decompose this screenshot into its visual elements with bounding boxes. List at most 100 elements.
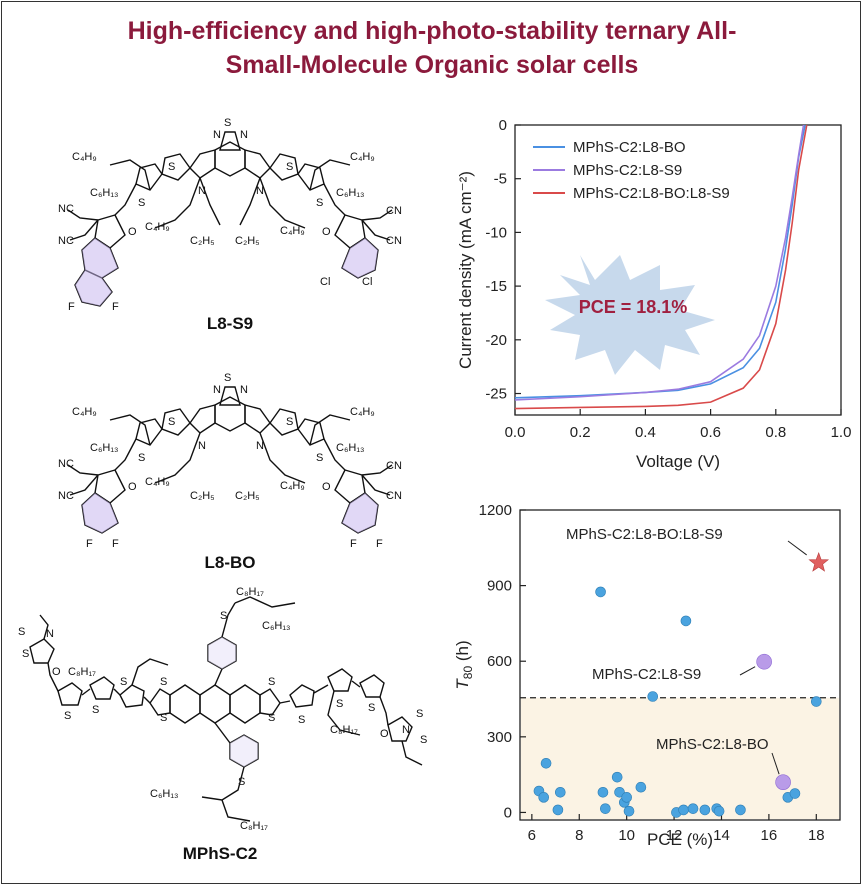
svg-text:S: S — [22, 648, 29, 660]
t80-ytick-label: 900 — [487, 578, 512, 595]
svg-text:S: S — [316, 197, 323, 209]
literature-point — [635, 781, 647, 793]
svg-text:NC: NC — [58, 235, 74, 247]
t80-ytick-label: 300 — [487, 729, 512, 746]
svg-text:Cl: Cl — [362, 276, 372, 288]
literature-point — [810, 696, 822, 707]
svg-text:N: N — [256, 185, 264, 197]
t80-ytick-label: 1200 — [479, 502, 512, 519]
svg-text:C₄H₉: C₄H₉ — [145, 476, 170, 488]
svg-text:CN: CN — [386, 205, 402, 217]
svg-text:C₄H₉: C₄H₉ — [350, 151, 375, 163]
jv-series-line — [514, 124, 808, 410]
svg-text:N: N — [198, 440, 206, 452]
jv-xtick-label: 0.8 — [765, 424, 786, 441]
jv-xtick-label: 0.0 — [505, 424, 526, 441]
svg-text:S: S — [168, 416, 175, 428]
jv-ytick-label: -5 — [494, 171, 507, 188]
t80-xtick-label: 8 — [575, 827, 583, 844]
svg-text:N: N — [198, 185, 206, 197]
l8bo-point-label: MPhS-C2:L8-BO — [656, 736, 769, 753]
svg-text:C₆H₁₃: C₆H₁₃ — [336, 187, 365, 199]
t80-ytick-label: 600 — [487, 653, 512, 670]
literature-point — [623, 805, 635, 817]
literature-point — [621, 792, 632, 803]
svg-text:N: N — [240, 129, 248, 141]
svg-text:NC: NC — [58, 458, 74, 470]
svg-text:S: S — [224, 372, 231, 384]
svg-text:F: F — [112, 301, 119, 313]
svg-text:NC: NC — [58, 203, 74, 215]
jv-xlabel: Voltage (V) — [636, 452, 720, 471]
literature-point — [699, 804, 711, 816]
literature-point — [597, 786, 609, 798]
literature-point — [687, 803, 699, 814]
jv-ylabel: Current density (mA cm⁻²) — [456, 171, 475, 369]
svg-text:S: S — [420, 734, 427, 746]
literature-point — [713, 805, 725, 817]
svg-text:C₆H₁₃: C₆H₁₃ — [262, 620, 291, 632]
literature-point — [735, 804, 746, 816]
svg-text:NC: NC — [58, 490, 74, 502]
jv-series-line — [514, 124, 805, 401]
svg-text:S: S — [368, 702, 375, 714]
svg-text:C₈H₁₇: C₈H₁₇ — [240, 820, 268, 832]
jv-ytick-label: 0 — [499, 117, 507, 134]
svg-text:F: F — [68, 301, 75, 313]
pce-annotation: PCE = 18.1% — [579, 297, 688, 317]
svg-text:O: O — [322, 226, 331, 238]
literature-point — [789, 788, 801, 799]
literature-point — [595, 586, 606, 598]
svg-text:CN: CN — [386, 490, 402, 502]
svg-text:F: F — [376, 538, 383, 550]
svg-text:S: S — [64, 710, 71, 722]
svg-text:F: F — [112, 538, 119, 550]
page-title: High-efficiency and high-photo-stability… — [0, 14, 864, 82]
svg-text:C₂H₅: C₂H₅ — [190, 490, 215, 502]
title-line-2: Small-Molecule Organic solar cells — [225, 51, 639, 79]
svg-text:C₈H₁₇: C₈H₁₇ — [68, 666, 96, 678]
svg-text:S: S — [220, 610, 227, 622]
t80-xlabel: PCE (%) — [647, 830, 713, 849]
t80-chart: 6 8 10 12 14 16 18 0 300 600 900 1200 MPhS-C2:L8-BO… — [453, 502, 841, 849]
svg-text:S: S — [138, 452, 145, 464]
svg-text:S: S — [160, 712, 167, 724]
jv-ytick-label: -10 — [485, 224, 507, 241]
t80-xtick-label: 12 — [666, 827, 683, 844]
t80-xtick-label: 18 — [808, 827, 825, 844]
t80-xtick-label: 16 — [761, 827, 778, 844]
svg-text:C₂H₅: C₂H₅ — [235, 490, 260, 502]
svg-text:O: O — [380, 728, 389, 740]
t80-xtick-label: 14 — [713, 827, 730, 844]
svg-text:S: S — [138, 197, 145, 209]
svg-text:F: F — [350, 538, 357, 550]
svg-text:F: F — [86, 538, 93, 550]
svg-text:C₈H₁₇: C₈H₁₇ — [330, 724, 358, 736]
jv-plot-frame — [514, 124, 842, 416]
svg-text:C₄H₉: C₄H₉ — [145, 221, 170, 233]
svg-text:S: S — [168, 161, 175, 173]
svg-text:N: N — [256, 440, 264, 452]
svg-text:C₂H₅: C₂H₅ — [235, 235, 260, 247]
jv-xtick-label: 0.2 — [570, 424, 591, 441]
literature-point — [552, 804, 564, 816]
svg-text:S: S — [224, 117, 231, 129]
svg-text:CN: CN — [386, 460, 402, 472]
literature-point — [611, 771, 623, 783]
jv-xtick-label: 0.6 — [700, 424, 721, 441]
literature-point — [647, 691, 659, 702]
svg-text:O: O — [322, 481, 331, 493]
svg-text:N: N — [213, 129, 221, 141]
svg-text:S: S — [316, 452, 323, 464]
svg-text:C₆H₁₃: C₆H₁₃ — [150, 788, 179, 800]
jv-ytick-label: -25 — [485, 386, 507, 403]
l8bo-binary-point — [775, 774, 791, 790]
literature-point — [678, 804, 689, 816]
svg-text:C₄H₉: C₄H₉ — [72, 406, 97, 418]
svg-text:N: N — [46, 628, 54, 640]
svg-text:Cl: Cl — [320, 276, 330, 288]
svg-text:S: S — [92, 704, 99, 716]
l8bo-structure: S N N S S S S N N C₄H₉ C₆H₁₃ C₄H₉ C₆H₁₃ C₄H₉ C₄… — [58, 372, 402, 550]
